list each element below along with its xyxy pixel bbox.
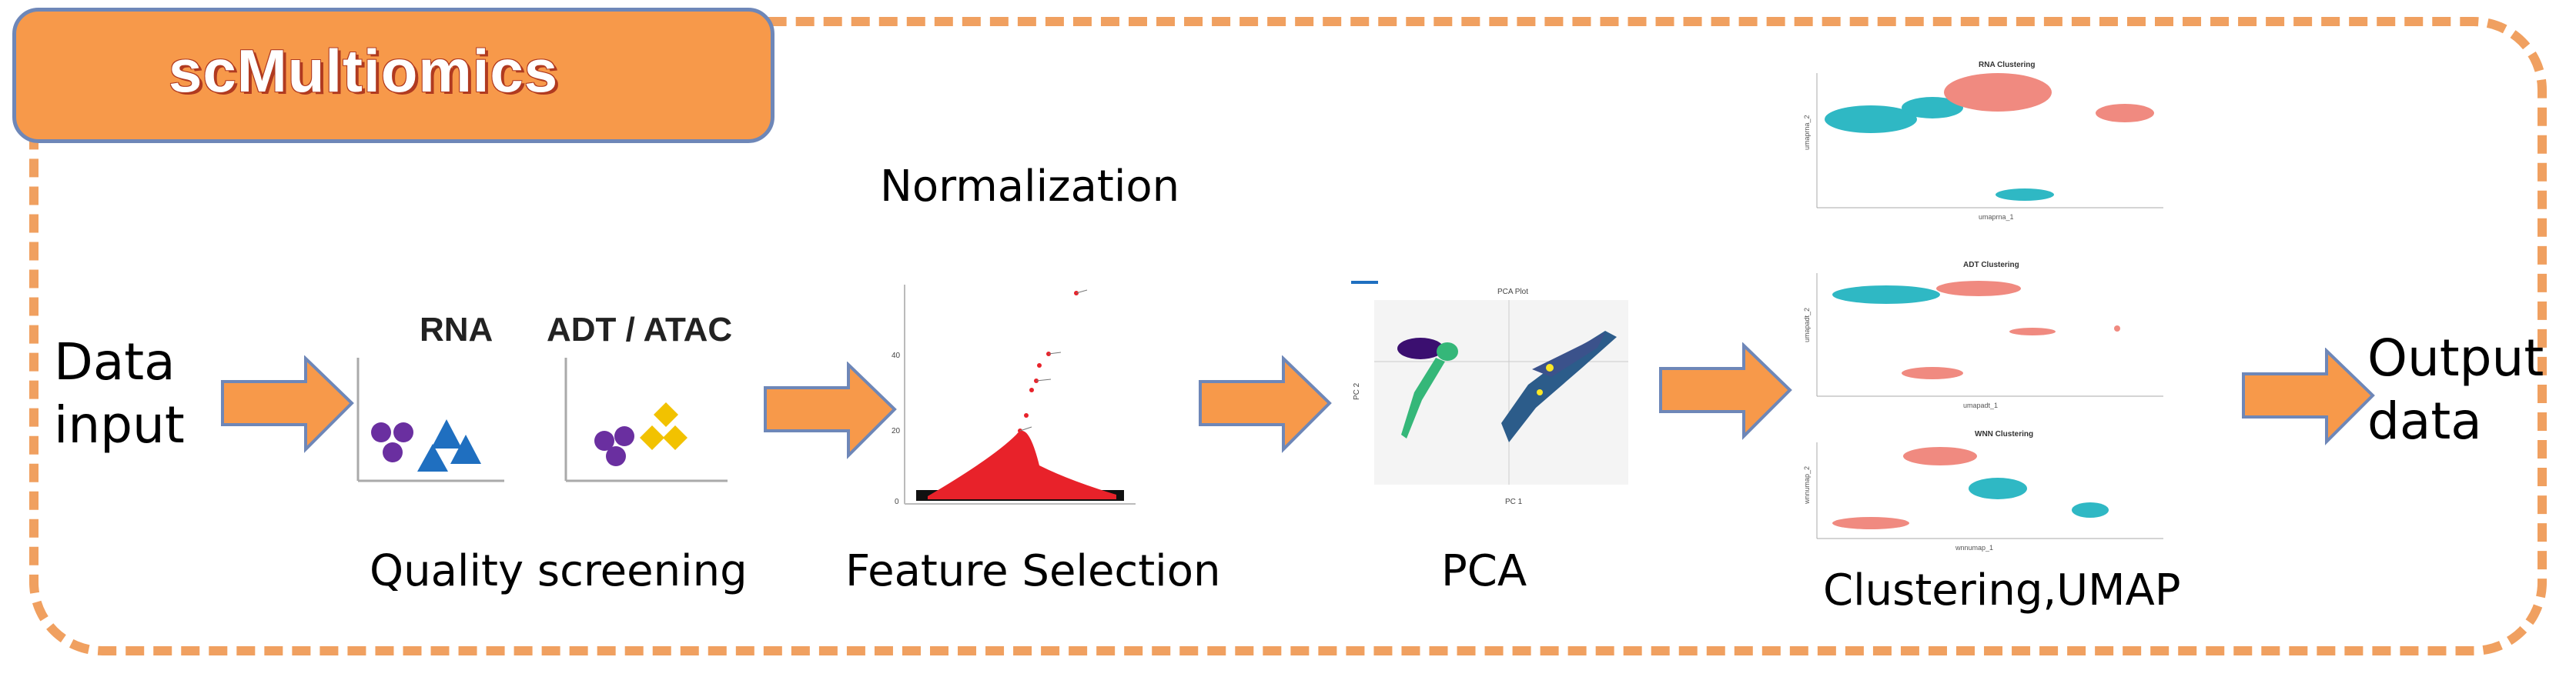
clustering-umap-label: Clustering,UMAP — [1823, 565, 2181, 615]
data-input-label: Data input — [54, 332, 185, 455]
rna-cell-3 — [383, 442, 403, 462]
umap-adt-title: ADT Clustering — [1963, 261, 2019, 269]
adt-cell-3 — [606, 446, 626, 466]
rna-triangle-2 — [450, 435, 481, 464]
quality-screening-graphic: RNA ADT / ATAC — [356, 312, 732, 482]
page-title: scMultiomics — [169, 37, 559, 105]
normalization-label: Normalization — [880, 162, 1180, 212]
svg-text:0: 0 — [895, 498, 899, 506]
adt-cell-2 — [614, 426, 634, 446]
umap-wnn-title: WNN Clustering — [1975, 430, 2033, 439]
arrow-4 — [1659, 342, 1792, 440]
umap-wnn-plot: WNN Clustering wnnumap_1 wnnumap_2 — [1803, 430, 2163, 552]
svg-text:wnnumap_1: wnnumap_1 — [1955, 544, 1993, 552]
svg-text:umapadt_1: umapadt_1 — [1963, 402, 1998, 409]
output-data-label: Output data — [2367, 328, 2544, 451]
pca-xlabel: PC 1 — [1505, 498, 1523, 506]
adt-diamond-2 — [640, 425, 664, 450]
adt-diamond-3 — [663, 425, 687, 450]
feature-selection-plot: 40 20 0 — [892, 285, 1136, 506]
rna-triangle-1 — [431, 419, 462, 449]
pca-plot-title: PCA Plot — [1497, 288, 1528, 296]
pca-ylabel: PC 2 — [1353, 382, 1361, 400]
umap-adt-plot: ADT Clustering umapadt_1 umapadt_2 — [1803, 261, 2163, 409]
adt-diamond-1 — [654, 402, 678, 427]
svg-text:umaprna_2: umaprna_2 — [1803, 115, 1811, 150]
title-banner: scMultiomics — [12, 8, 774, 143]
feature-selection-label: Feature Selection — [845, 546, 1221, 596]
svg-text:20: 20 — [892, 427, 901, 435]
svg-text:umaprna_1: umaprna_1 — [1979, 213, 2014, 221]
arrow-2 — [764, 362, 897, 459]
umap-rna-title: RNA Clustering — [1979, 61, 2036, 69]
pca-label: PCA — [1441, 546, 1527, 596]
arrow-1 — [221, 355, 354, 453]
pca-plot: PCA Plot PC 1 PC 2 — [1351, 281, 1628, 506]
rna-triangle-3 — [417, 444, 448, 472]
svg-text:umapadt_2: umapadt_2 — [1803, 308, 1811, 342]
rna-cell-1 — [371, 422, 391, 442]
svg-text:wnnumap_2: wnnumap_2 — [1803, 466, 1811, 505]
rna-label: RNA — [420, 312, 493, 349]
quality-screening-label: Quality screening — [370, 546, 748, 596]
adt-cell-1 — [594, 431, 614, 451]
arrow-5 — [2242, 348, 2375, 445]
rna-cell-2 — [393, 422, 413, 442]
arrow-3 — [1199, 355, 1332, 453]
svg-text:40: 40 — [892, 352, 901, 360]
adt-label: ADT / ATAC — [547, 312, 732, 349]
umap-rna-plot: RNA Clustering umaprna_1 umaprna_2 — [1803, 61, 2163, 221]
